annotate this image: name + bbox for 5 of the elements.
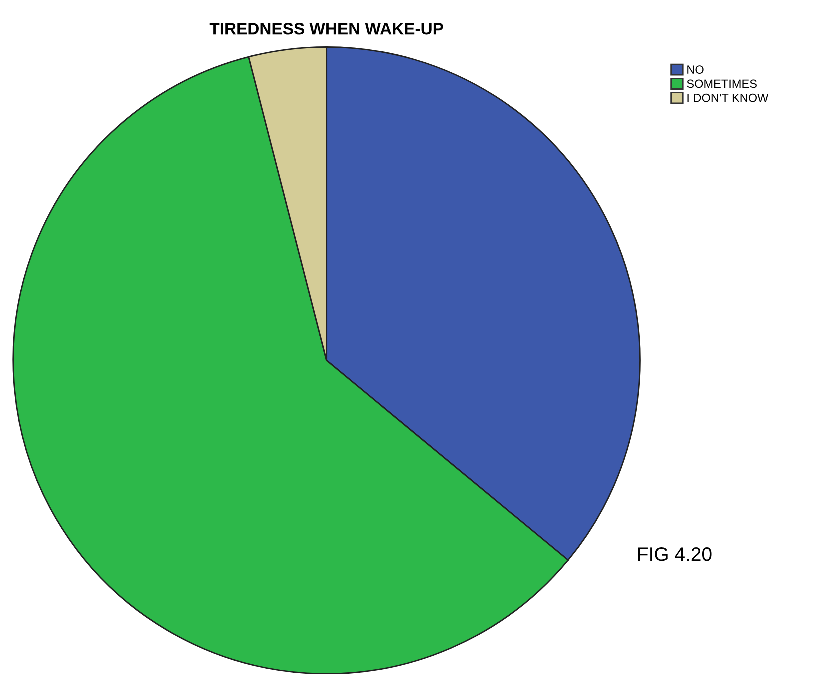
- chart-title: TIREDNESS WHEN WAKE-UP: [210, 23, 444, 35]
- legend-label: SOMETIMES: [687, 80, 757, 88]
- legend-label: NO: [688, 66, 704, 74]
- legend-label: I DON'T KNOW: [688, 94, 769, 102]
- caption: FIG 4.20: [638, 548, 712, 562]
